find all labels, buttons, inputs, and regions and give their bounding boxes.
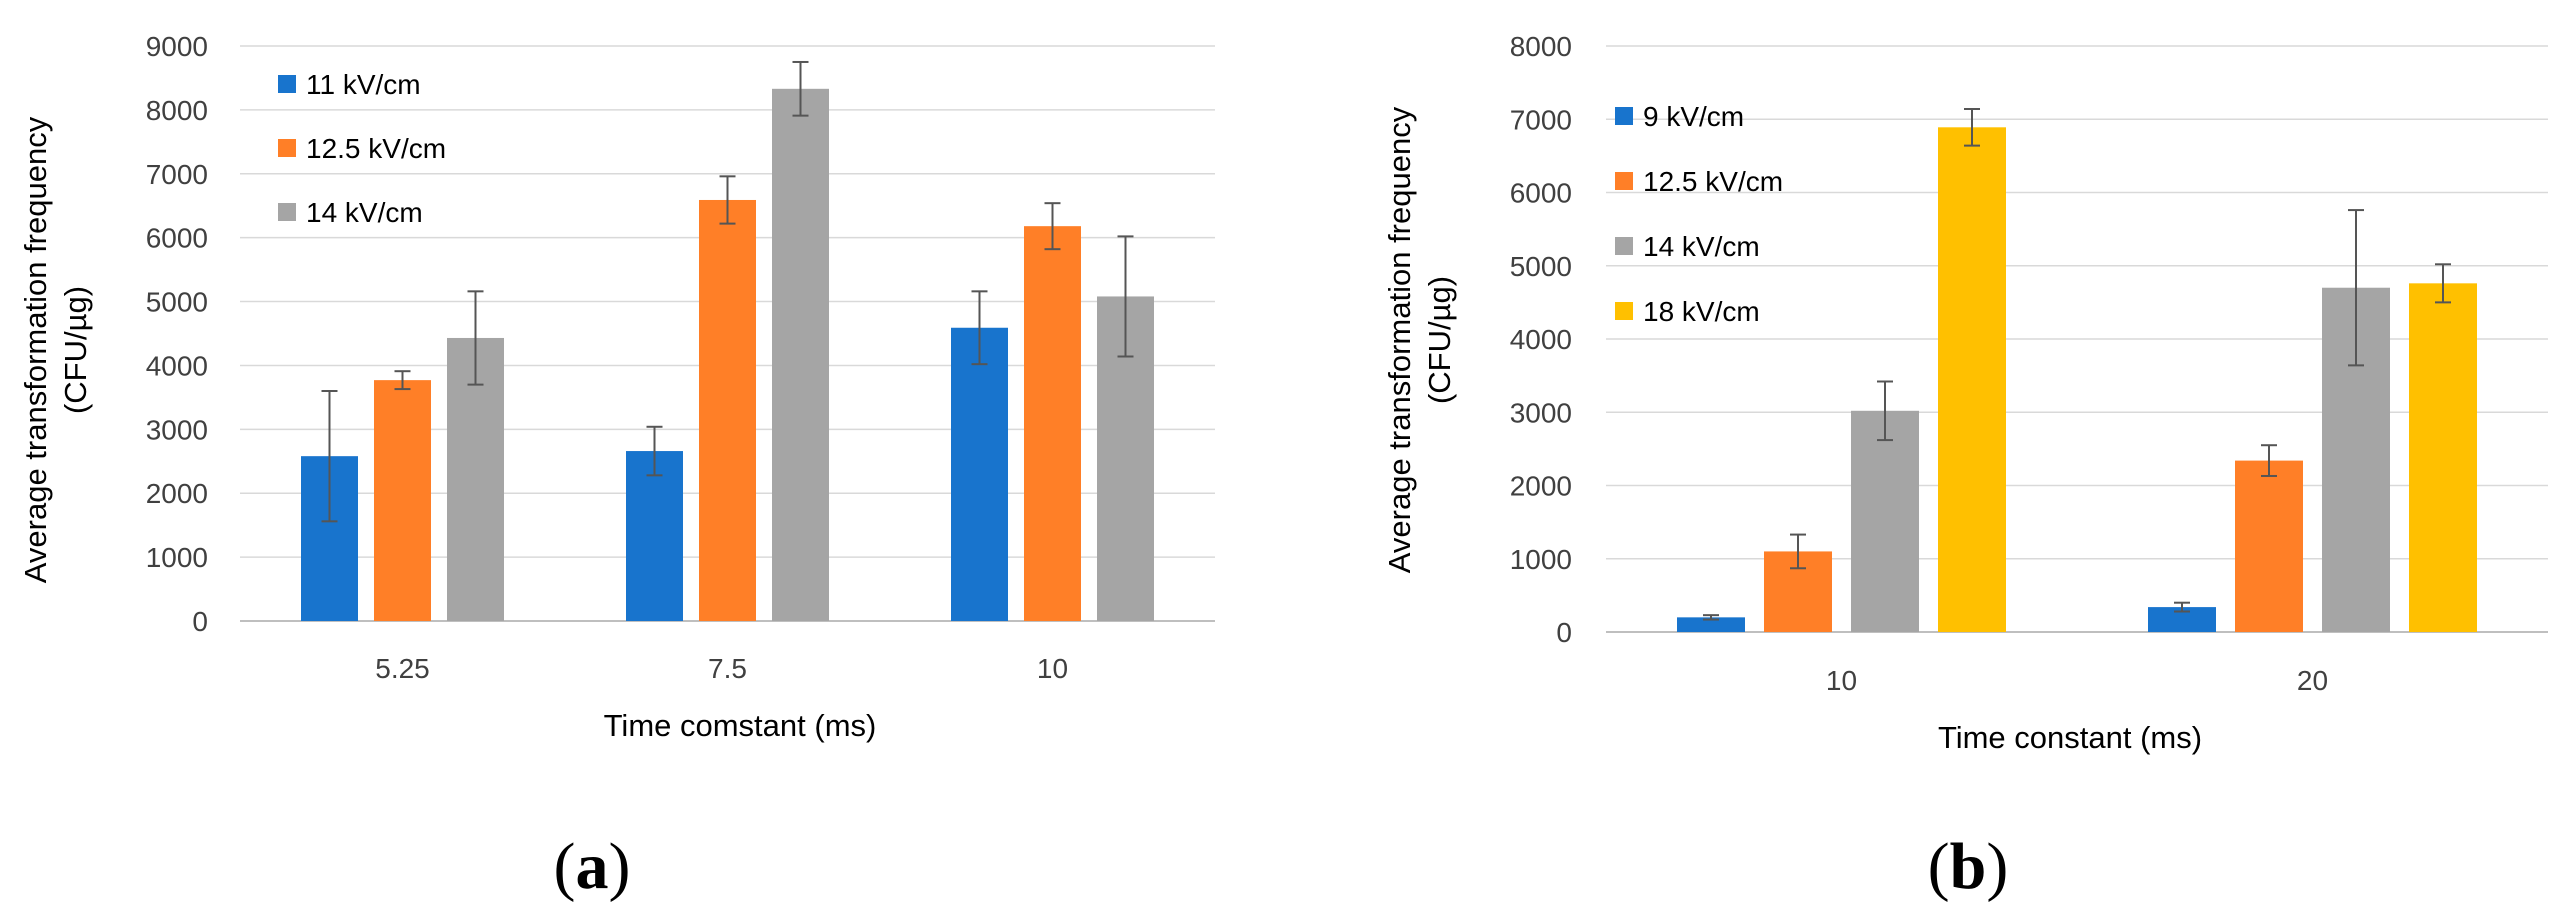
b-y-tick-label: 1000: [1510, 544, 1572, 575]
panel-label-a: (a): [554, 830, 631, 903]
chart-panel-a: 0 1000 2000 3000 4000 5000 6000 7000 8000 9000 5.2…: [18, 31, 1215, 903]
a-bar-0-1: [626, 451, 683, 621]
b-legend-label-0: 9 kV/cm: [1643, 101, 1744, 132]
chart-a-x-axis-title: Time comstant (ms): [604, 708, 877, 743]
b-bar-2-0: [1851, 410, 1919, 632]
a-y-tick-label: 9000: [146, 31, 208, 62]
a-y-tick-label: 3000: [146, 414, 208, 445]
b-legend-swatch-3: [1615, 302, 1633, 320]
panel-label-a-letter: a: [576, 830, 609, 903]
a-legend-swatch-0: [278, 75, 296, 93]
a-x-tick-label: 5.25: [375, 653, 430, 684]
a-bar-1-1: [699, 199, 756, 621]
b-legend-label-3: 18 kV/cm: [1643, 296, 1760, 327]
chart-a-tick-labels: 0 1000 2000 3000 4000 5000 6000 7000 8000 9000 5.2…: [146, 31, 1068, 684]
b-y-tick-label: 6000: [1510, 178, 1572, 209]
chart-b-y-axis-title-line2: (CFU/µg): [1422, 276, 1457, 404]
a-x-tick-label: 7.5: [708, 653, 747, 684]
b-legend-label-2: 14 kV/cm: [1643, 231, 1760, 262]
b-x-tick-label: 10: [1826, 665, 1857, 696]
b-y-tick-label: 7000: [1510, 104, 1572, 135]
chart-b-legend: 9 kV/cm 12.5 kV/cm 14 kV/cm 18 kV/cm: [1615, 101, 1783, 327]
a-y-tick-label: 5000: [146, 287, 208, 318]
a-legend-swatch-1: [278, 139, 296, 157]
b-legend-swatch-0: [1615, 107, 1633, 125]
b-x-tick-label: 20: [2297, 665, 2328, 696]
a-y-tick-label: 1000: [146, 542, 208, 573]
b-y-tick-label: 3000: [1510, 397, 1572, 428]
b-bar-0-0: [1677, 617, 1745, 632]
b-bar-3-0: [1938, 127, 2006, 633]
b-bar-3-1: [2409, 283, 2477, 632]
chart-panel-b: 0 1000 2000 3000 4000 5000 6000 7000 8000 10 20 9 …: [1382, 31, 2548, 903]
a-y-tick-label: 7000: [146, 159, 208, 190]
a-bar-2-1: [772, 88, 829, 622]
chart-b-tick-labels: 0 1000 2000 3000 4000 5000 6000 7000 8000 10 20: [1510, 31, 2328, 696]
panel-label-b: (b): [1928, 830, 2009, 903]
a-y-tick-label: 6000: [146, 223, 208, 254]
b-legend-swatch-2: [1615, 237, 1633, 255]
b-legend-swatch-1: [1615, 172, 1633, 190]
chart-b-gridlines: [1606, 45, 2548, 633]
a-y-tick-label: 8000: [146, 95, 208, 126]
a-y-tick-label: 0: [192, 606, 208, 637]
a-y-tick-label: 2000: [146, 478, 208, 509]
a-legend-label-0: 11 kV/cm: [306, 69, 421, 100]
b-y-tick-label: 4000: [1510, 324, 1572, 355]
b-legend-label-1: 12.5 kV/cm: [1643, 166, 1783, 197]
b-y-tick-label: 2000: [1510, 471, 1572, 502]
chart-a-legend: 11 kV/cm 12.5 kV/cm 14 kV/cm: [278, 69, 446, 228]
a-y-tick-label: 4000: [146, 350, 208, 381]
chart-a-y-axis-title-line2: (CFU/µg): [58, 286, 93, 414]
chart-b-x-axis-title: Time constant (ms): [1938, 720, 2202, 755]
a-legend-swatch-2: [278, 203, 296, 221]
a-bar-0-2: [951, 327, 1008, 621]
b-y-tick-label: 5000: [1510, 251, 1572, 282]
chart-b-bars: [1677, 107, 2477, 633]
chart-a-y-axis-title-line1: Average transformation frequency: [18, 116, 53, 583]
panel-label-b-letter: b: [1950, 830, 1987, 903]
b-bar-1-1: [2235, 460, 2303, 632]
chart-a-bars: [301, 60, 1154, 622]
a-bar-1-0: [374, 380, 431, 621]
b-y-tick-label: 0: [1556, 617, 1572, 648]
a-legend-label-1: 12.5 kV/cm: [306, 133, 446, 164]
a-legend-label-2: 14 kV/cm: [306, 197, 423, 228]
a-bar-1-2: [1024, 226, 1081, 621]
b-y-tick-label: 8000: [1510, 31, 1572, 62]
a-x-tick-label: 10: [1037, 653, 1068, 684]
chart-b-y-axis-title-line1: Average transformation frequency: [1382, 106, 1417, 573]
